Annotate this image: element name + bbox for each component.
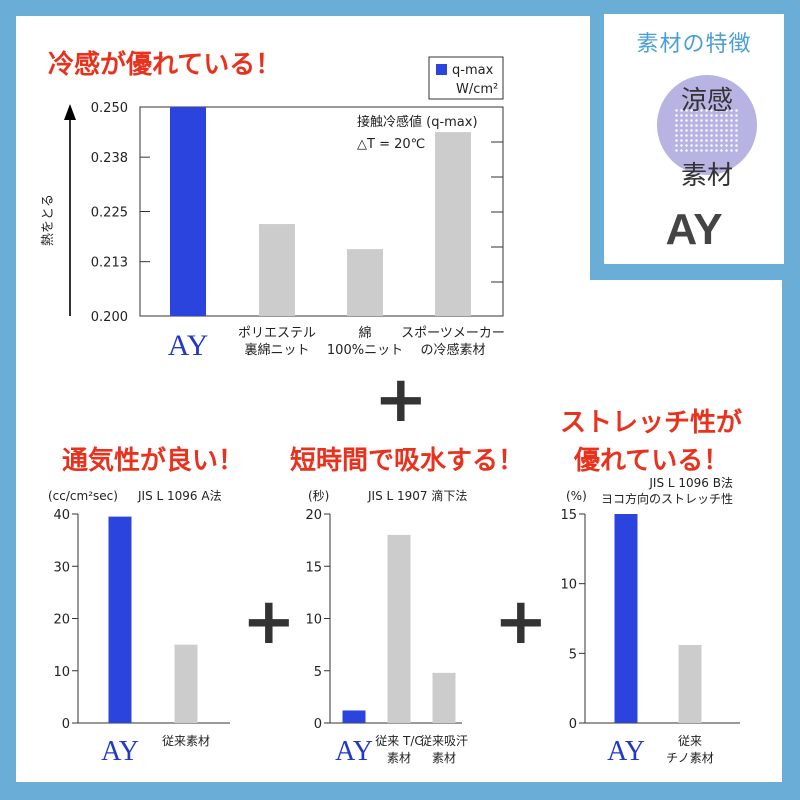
chart3-title: 短時間で吸水する！ <box>290 446 525 476</box>
chart1-y-tick-label: 0.213 <box>91 256 128 271</box>
chart4-unit-label: (%) <box>566 489 587 503</box>
chart1-category-label: の冷感素材 <box>420 342 485 358</box>
chart1-y-tick-label: 0.238 <box>91 151 128 166</box>
chart4-category-label: チノ素材 <box>666 751 714 765</box>
chart4-method-line2: ヨコ方向のストレッチ性 <box>601 491 733 506</box>
chart1-bar-4 <box>435 132 471 316</box>
chart3-category-label: 素材 <box>387 751 411 765</box>
chart2-method: JIS L 1096 A法 <box>137 489 222 503</box>
chart3-y-tick-label: 20 <box>305 508 322 523</box>
chart2-y-tick-label: 30 <box>53 560 70 575</box>
chart2-bar-1 <box>108 516 132 723</box>
chart3-y-tick-label: 0 <box>314 717 322 732</box>
chart4-method-line1: JIS L 1096 B法 <box>648 476 733 490</box>
plus-sign-center: + <box>374 363 428 437</box>
chart1-bar-2 <box>259 224 295 316</box>
chart3-bar-2 <box>387 534 411 723</box>
chart1-legend-unit: W/cm² <box>456 82 498 97</box>
chart2-unit-label: (cc/cm²sec) <box>48 489 118 503</box>
plus-sign-left: + <box>242 585 296 659</box>
chart1-category-label: 綿 <box>358 326 371 341</box>
chart1-annotation-line2: △T = 20℃ <box>357 137 425 152</box>
badge-brand: AY <box>665 205 723 254</box>
chart1-legend-label: q-max <box>452 63 494 78</box>
chart3-method: JIS L 1907 滴下法 <box>367 488 467 503</box>
circle-text-bottom: 素材 <box>680 161 733 191</box>
chart1-bar-3 <box>347 249 383 316</box>
chart4-bar-1 <box>614 514 638 723</box>
chart1-category-label: 裏綿ニット <box>244 343 309 358</box>
chart3-category-label: 従来吸汗 <box>420 734 468 748</box>
chart1-annotation-line1: 接触冷感値 (q-max) <box>357 114 478 130</box>
chart1-title: 冷感が優れている！ <box>48 50 282 80</box>
chart4-y-tick-label: 15 <box>560 508 577 523</box>
chart1-right-ticks <box>491 141 503 283</box>
chart3-category-brand: AY <box>335 736 373 767</box>
chart1-bar-1 <box>170 107 206 316</box>
chart4-y-tick-label: 0 <box>569 717 577 732</box>
chart4-y-tick-label: 10 <box>560 578 577 593</box>
chart1-y-tick-label: 0.225 <box>91 206 128 221</box>
chart2-y-tick-label: 40 <box>53 508 70 523</box>
dot-pattern <box>674 108 740 152</box>
chart1-y-label: 熱をとる <box>41 194 56 246</box>
chart3-bar-1 <box>342 710 366 723</box>
chart1-legend-swatch <box>436 64 447 75</box>
chart1-category-label: 100%ニット <box>327 343 403 358</box>
chart4-category-brand: AY <box>607 736 645 767</box>
chart3-category-label: 従来 T/C <box>375 734 423 748</box>
chart1-category-label: ポリエステル <box>238 326 316 341</box>
chart3-y-tick-label: 15 <box>305 560 322 575</box>
chart3-unit-label: (秒) <box>308 489 329 503</box>
chart4-category-label: 従来 <box>678 734 702 748</box>
chart2-y-tick-label: 0 <box>62 717 70 732</box>
chart2-y-tick-label: 10 <box>53 665 70 680</box>
chart4-bar-2 <box>678 644 702 723</box>
chart2-category-label: 従来素材 <box>162 734 210 748</box>
chart1-y-arrow-head <box>64 104 76 120</box>
chart4-title-line2: 優れている！ <box>574 446 730 476</box>
chart3-y-tick-label: 10 <box>305 613 322 628</box>
chart4-title-line1: ストレッチ性が <box>560 408 743 438</box>
chart2-title: 通気性が良い！ <box>62 446 245 476</box>
chart2-category-brand: AY <box>101 736 139 767</box>
chart1-y-tick-label: 0.250 <box>91 101 128 116</box>
chart1-y-tick-label: 0.200 <box>91 310 128 325</box>
chart1-category-brand: AY <box>168 329 209 362</box>
chart2-bar-2 <box>174 644 198 723</box>
chart4-y-tick-label: 5 <box>569 647 577 662</box>
circle-text-top: 涼感 <box>680 86 733 116</box>
badge-title: 素材の特徴 <box>636 32 752 57</box>
chart2-y-tick-label: 20 <box>53 613 70 628</box>
plus-sign-right: + <box>494 585 548 659</box>
chart3-category-label: 素材 <box>432 751 456 765</box>
chart3-y-tick-label: 5 <box>314 665 322 680</box>
chart3-bar-3 <box>432 672 456 723</box>
chart1-category-label: スポーツメーカー <box>401 326 505 341</box>
